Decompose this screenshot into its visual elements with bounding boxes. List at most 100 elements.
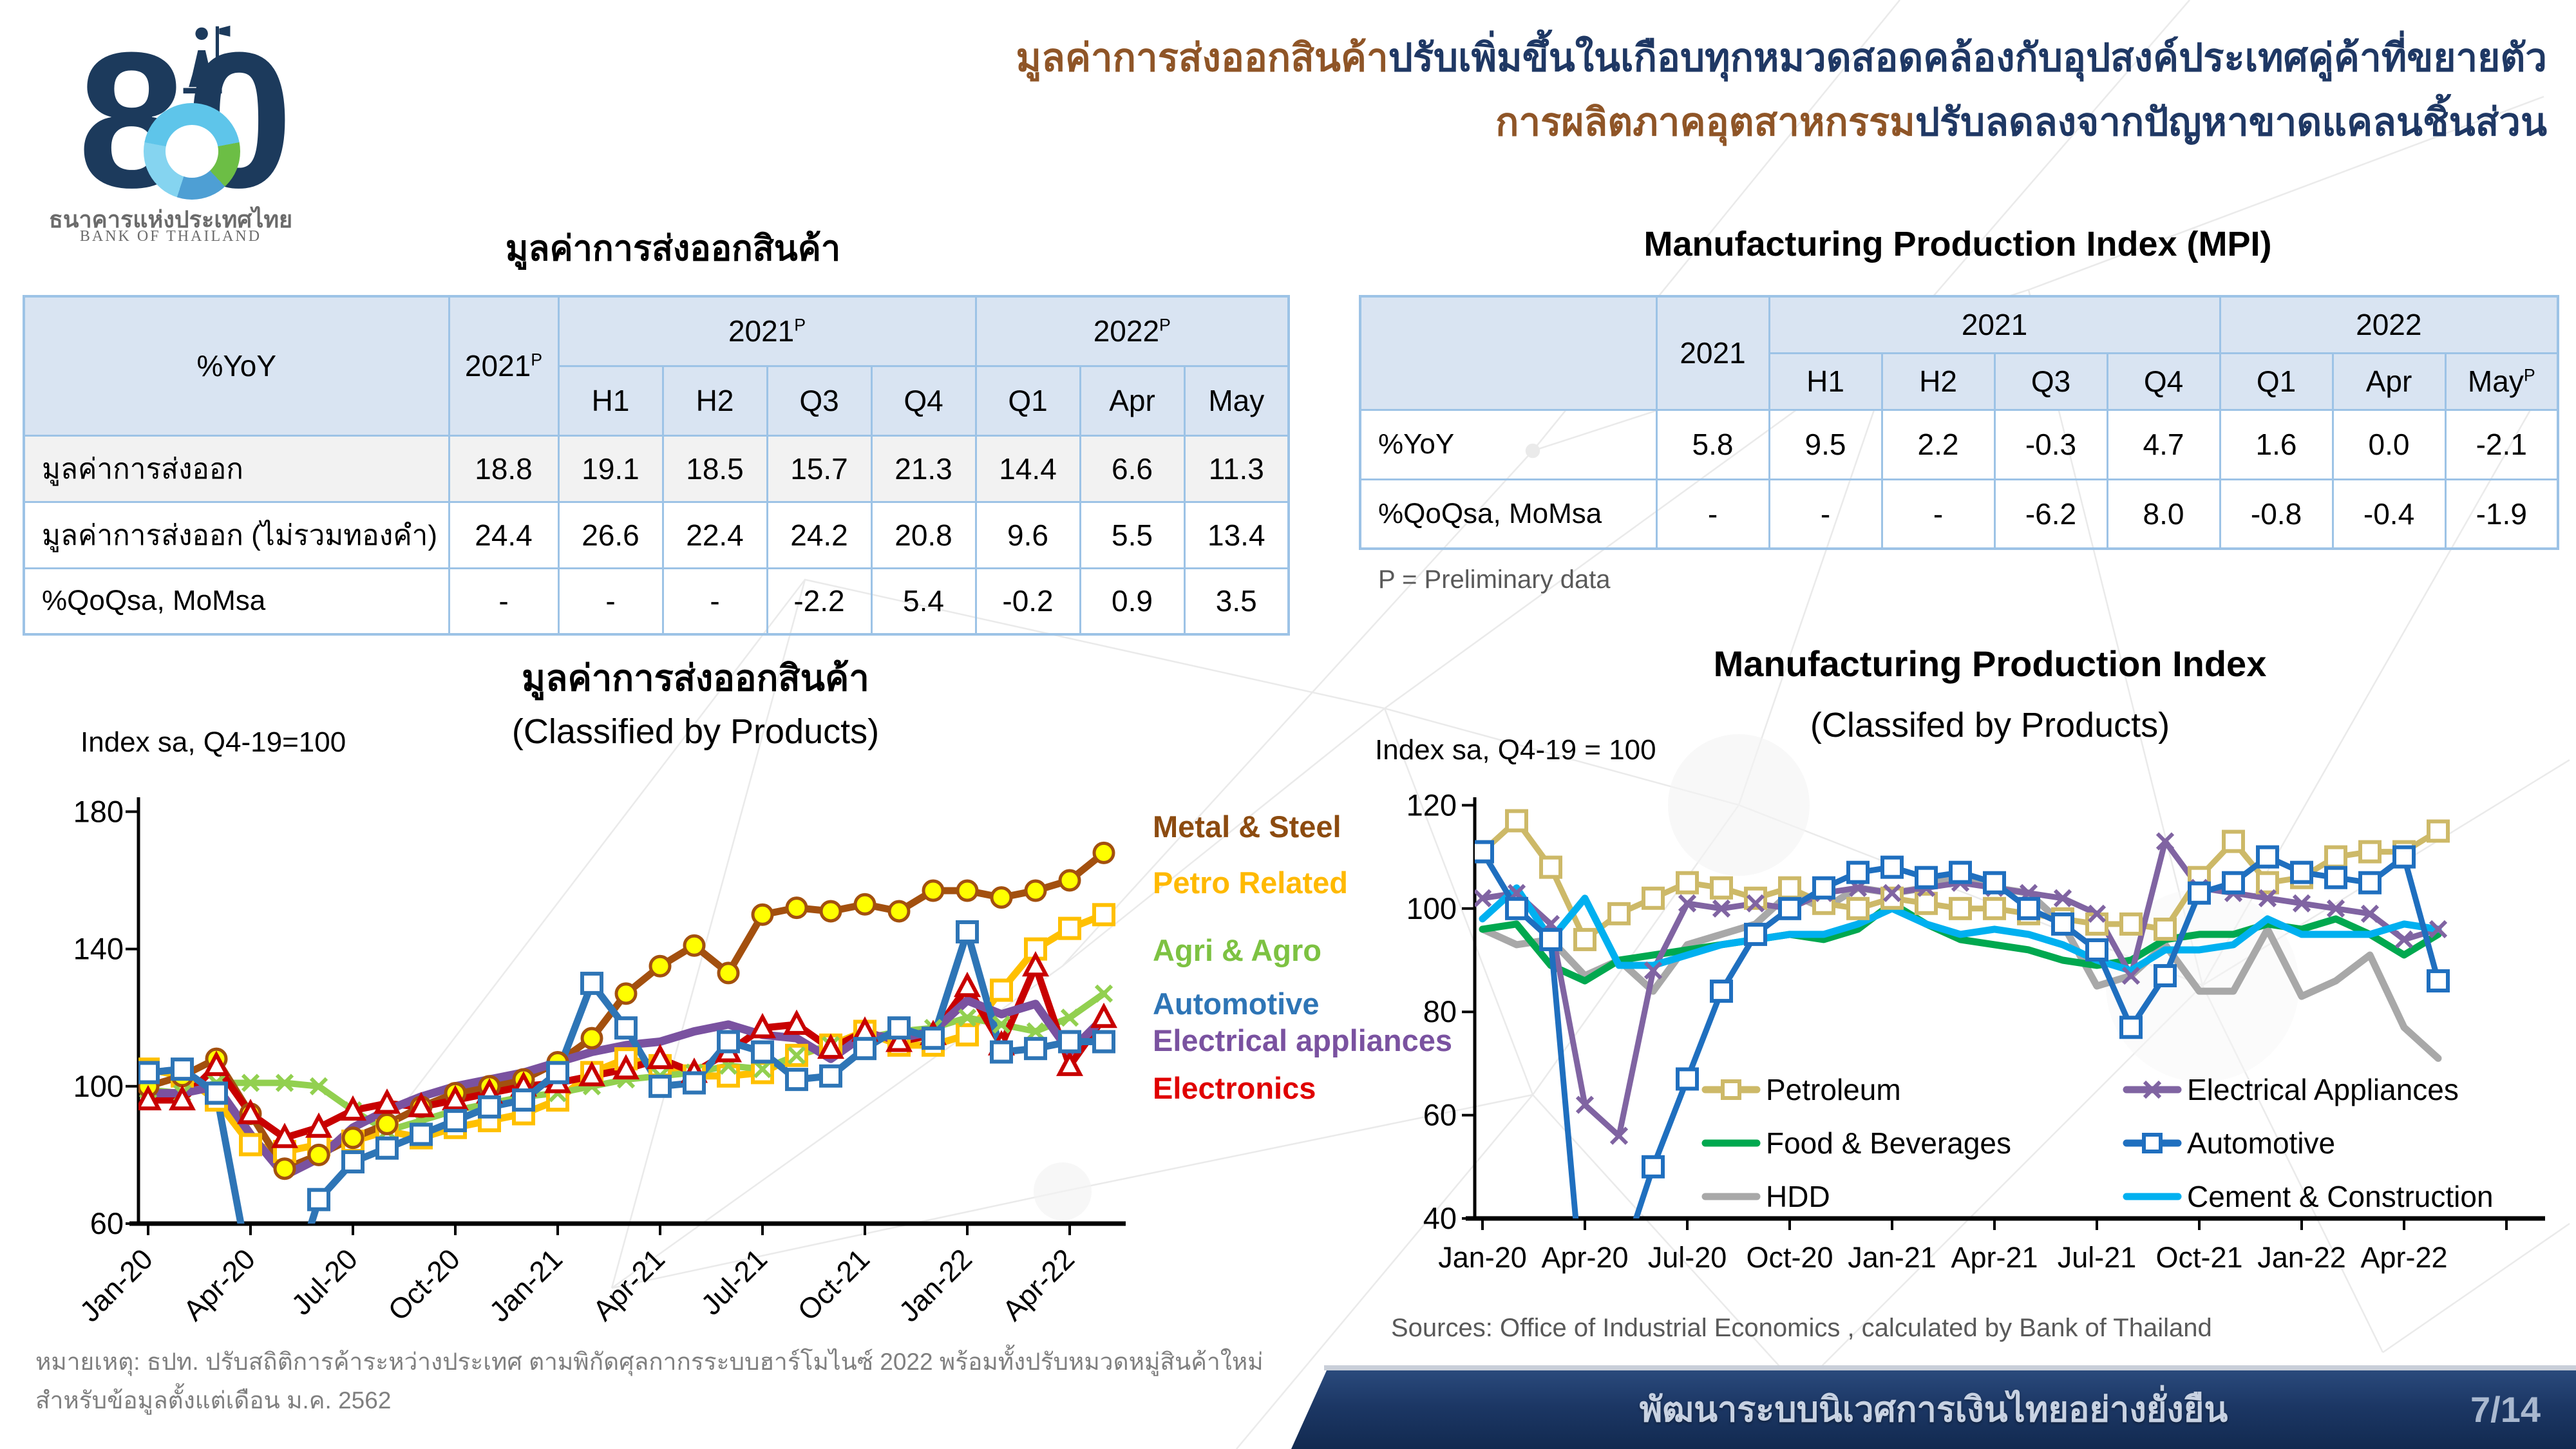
footer-accent-line [1324,1365,2576,1370]
legend-label-Automotive: Automotive [2187,1126,2335,1160]
mpi-table-header-row1: 2021 2021 2022 [1359,295,2559,411]
phra-siam-emblem-icon [183,25,231,94]
export-chart-y-axis-label: Index sa, Q4-19=100 [80,726,346,758]
mpi-chart-source: Sources: Office of Industrial Economics … [1391,1314,2212,1342]
x-tick-label: Jan-20 [1438,1241,1527,1274]
period-header: H2 [1880,352,1996,411]
value-cell: - [448,567,560,636]
value-cell: 0.0 [2331,408,2447,480]
headline-line2-rest: ปรับลดลงจากปัญหาขาดแคลนชิ้นส่วน [1915,100,2547,144]
preliminary-sup: P [794,315,806,335]
year-label: 2021 [1680,336,1746,370]
x-tick-label: Apr-20 [176,1242,261,1327]
series-label-Petro Related: Petro Related [1153,866,1348,900]
legend-label-Petroleum: Petroleum [1766,1073,1901,1106]
mpi-chart-y-axis-label: Index sa, Q4-19 = 100 [1375,734,1656,766]
mpi-chart-subtitle: (Classifed by Products) [1810,706,2170,744]
table-row: %QoQsa, MoMsa - - - -2.2 5.4 -0.2 0.9 3.… [23,567,1290,636]
value-cell: -0.2 [974,567,1081,636]
value-cell: -2.2 [766,567,873,636]
period-header: May [1183,365,1290,437]
period-header: Q3 [1993,352,2108,411]
value-cell: 5.4 [870,567,977,636]
value-cell: - [557,567,664,636]
period-header: MayP [2444,352,2559,411]
x-tick-label: Jul-21 [2058,1241,2137,1274]
x-tick-label: Oct-20 [382,1242,467,1327]
value-cell: 9.6 [974,500,1081,569]
chart-legend: Petroleum Food & Beverages HDD Electrical A… [1701,1073,2494,1213]
y-tick-label: 80 [1423,994,1457,1028]
value-cell: 9.5 [1768,408,1883,480]
year-group-header-2021: 2021P [557,295,977,367]
x-tick-label: Oct-20 [1746,1241,1833,1274]
headline-line1-rest: ปรับเพิ่มขึ้นในเกือบทุกหมวดสอดคล้องกับอุ… [1388,36,2547,79]
preliminary-sup: P [2523,365,2535,385]
headline-line1: มูลค่าการส่งออกสินค้าปรับเพิ่มขึ้นในเกือ… [1016,26,2547,90]
period-header: Q4 [2106,352,2221,411]
y-tick-label: 40 [1423,1201,1457,1235]
period-header: H1 [1768,352,1883,411]
headline-line2-highlight: การผลิตภาคอุตสาหกรรม [1495,100,1915,144]
value-cell: -6.2 [1993,478,2108,550]
series-line-Electrical appliances [144,996,1108,1180]
value-cell: 20.8 [870,500,977,569]
x-tick-label: Oct-21 [791,1242,876,1327]
value-cell: 26.6 [557,500,664,569]
x-tick-label: Jul-21 [694,1242,773,1321]
value-cell: - [1880,478,1996,550]
x-tick-label: Jan-21 [1848,1241,1937,1274]
y-tick-label: 100 [1406,891,1457,925]
series-markers-Automotive [1475,840,2450,1179]
value-cell: 13.4 [1183,500,1290,569]
value-cell: -0.4 [2331,478,2447,550]
y-tick-label: 60 [90,1206,124,1240]
table-row: มูลค่าการส่งออก (ไม่รวมทองคำ) 24.4 26.6 … [23,500,1290,569]
x-tick-label: Apr-21 [1951,1241,2038,1274]
series-label-Agri & Agro: Agri & Agro [1153,933,1321,967]
x-tick-label: Jan-22 [2257,1241,2346,1274]
export-table-header-row2: H1 H2 Q3 Q4 Q1 Apr May [24,365,1290,437]
mpi-chart-title: Manufacturing Production Index [1713,643,2267,684]
value-cell: 0.9 [1079,567,1186,636]
value-cell: 6.6 [1079,434,1186,503]
series-line-Cement & Construction [1479,884,2442,974]
x-tick-label: Apr-20 [1541,1241,1628,1274]
mpi-table-header-row2: H1 H2 Q3 Q4 Q1 Apr MayP [1360,352,2559,411]
year-column-header: 2021 [1655,295,1770,411]
period-header: Apr [1079,365,1186,437]
series-label-Automotive: Automotive [1153,987,1320,1021]
footer-bar: พัฒนาระบบนิเวศการเงินไทยอย่างยั่งยืน 7/1… [1291,1370,2576,1449]
period-header: H2 [661,365,768,437]
x-tick-label: Jan-20 [73,1242,159,1328]
headline-line1-highlight: มูลค่าการส่งออกสินค้า [1016,36,1388,79]
legend-label-HDD: HDD [1766,1180,1830,1213]
year-group-header-2021: 2021 [1768,295,2221,354]
value-cell: 15.7 [766,434,873,503]
export-table: %YoY 2021P 2021P 2022P H1 H2 Q3 Q4 Q1 Ap… [23,295,1291,636]
legend-label-Electrical Appliances: Electrical Appliances [2187,1073,2459,1106]
logo-thai-name: ธนาคารแห่งประเทศไทย [48,206,293,232]
value-cell: - [1768,478,1883,550]
headline-line2: การผลิตภาคอุตสาหกรรมปรับลดลงจากปัญหาขาดแ… [1016,90,2547,155]
period-header: Apr [2331,352,2447,411]
value-cell: 18.8 [448,434,560,503]
footnote-line1: หมายเหตุ: ธปท. ปรับสถิติการค้าระหว่างประ… [35,1349,1264,1375]
value-cell: - [661,567,768,636]
value-cell: 5.8 [1655,408,1770,480]
y-tick-label: 60 [1423,1098,1457,1132]
page-number: 7/14 [2470,1389,2541,1430]
table-row: %QoQsa, MoMsa - - - -6.2 8.0 -0.8 -0.4 -… [1359,478,2559,550]
x-tick-label: Jan-22 [893,1242,978,1328]
period-header: Q3 [766,365,873,437]
value-cell: 19.1 [557,434,664,503]
export-table-title: มูลค่าการส่งออกสินค้า [505,229,841,268]
legend-label-Food & Beverages: Food & Beverages [1766,1126,2011,1160]
period-label: May [2467,365,2524,398]
year-column-header: 2021P [448,295,560,437]
series-label-Metal & Steel: Metal & Steel [1153,810,1341,844]
value-cell: 5.5 [1079,500,1186,569]
x-tick-label: Apr-21 [586,1242,671,1327]
